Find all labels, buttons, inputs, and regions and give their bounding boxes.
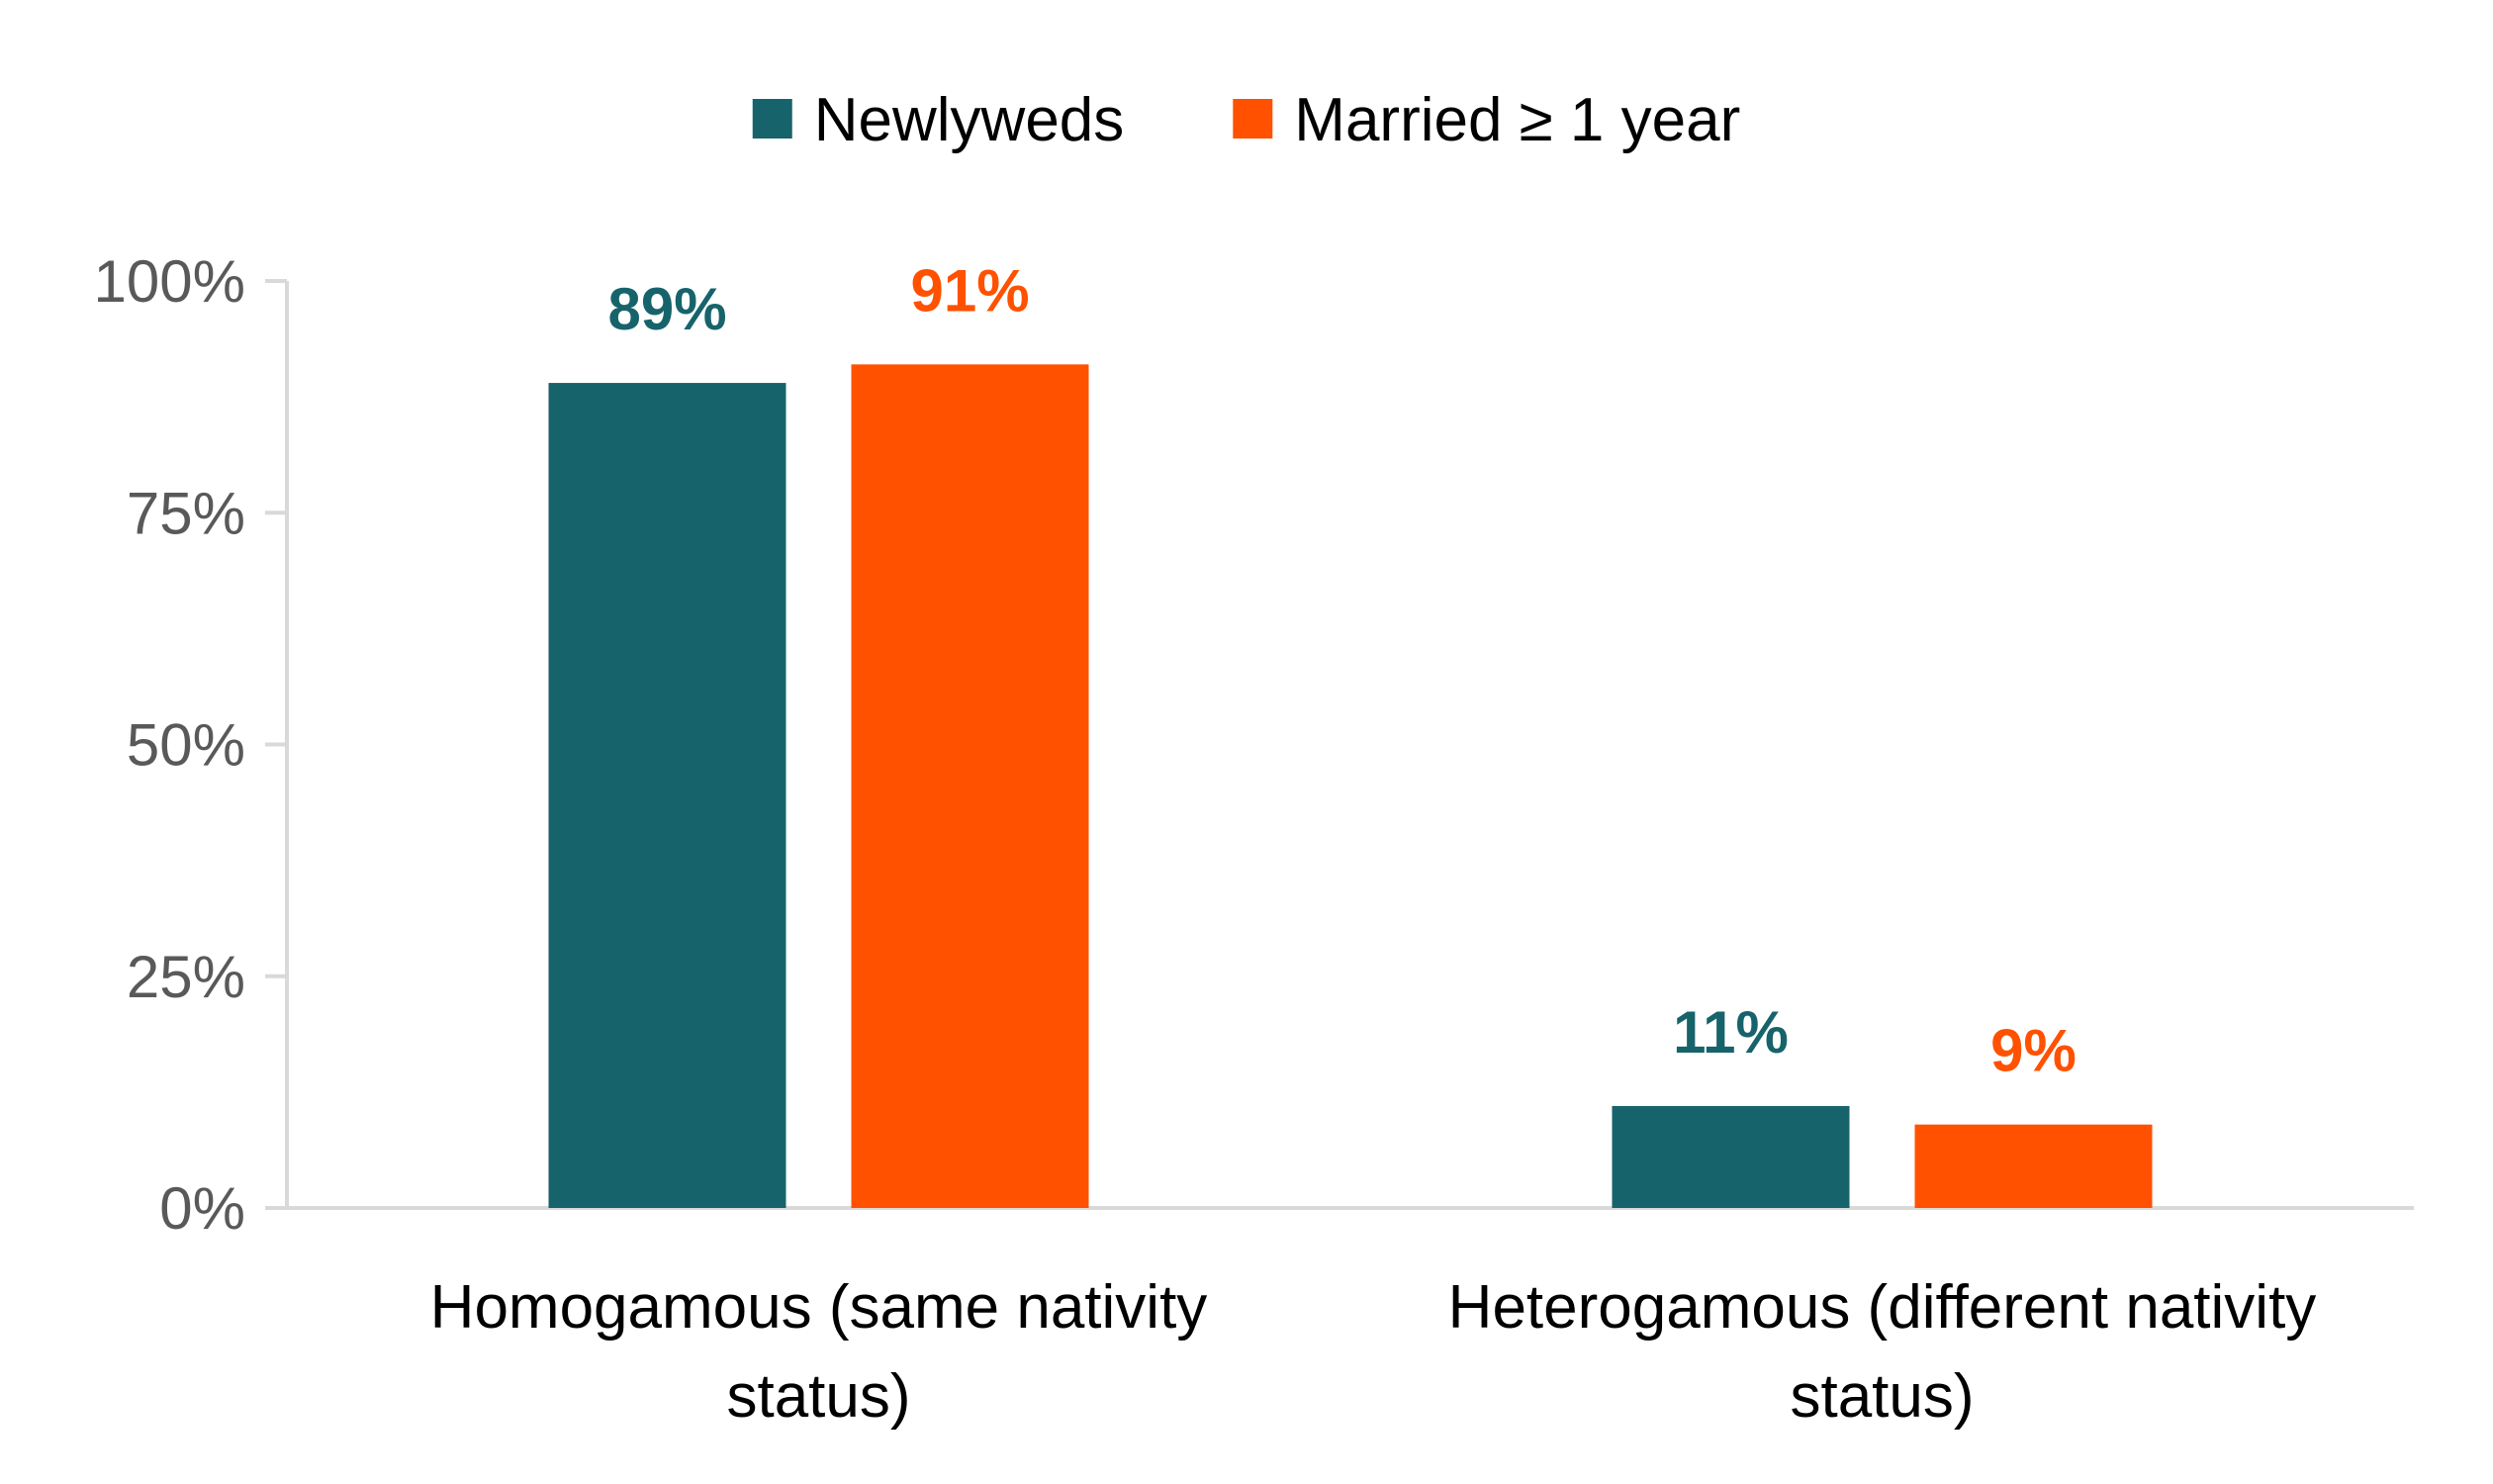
y-axis: 0% 25% 50% 75% 100% [94,248,289,1242]
legend-swatch [1233,99,1273,139]
legend: Newlyweds Married ≥ 1 year [752,86,1740,154]
category-label: Homogamous (same nativity [430,1273,1208,1342]
category-labels: Homogamous (same nativity status) Heteroga… [430,1273,2317,1431]
y-tick-label: 50% [127,712,245,779]
bar [1914,1124,2153,1208]
bar [1612,1105,1850,1208]
legend-swatch [752,99,792,139]
data-label: 89% [607,276,726,342]
bar [851,364,1089,1209]
y-tick-label: 25% [127,944,245,1010]
bar [548,383,786,1208]
category-label: status) [726,1362,910,1431]
legend-label: Newlyweds [814,86,1125,154]
y-tick-label: 75% [127,480,245,546]
y-tick-label: 100% [94,248,245,315]
y-tick-label: 0% [159,1175,245,1242]
data-label: 11% [1673,999,1789,1066]
category-label: Heterogamous (different nativity [1448,1273,2317,1342]
legend-label: Married ≥ 1 year [1294,86,1740,154]
data-label: 91% [910,257,1029,324]
data-label: 9% [1990,1018,2077,1084]
category-label: status) [1790,1362,1974,1431]
data-labels: 89% 91% 11% 9% [607,257,2076,1083]
bars [548,364,2153,1209]
